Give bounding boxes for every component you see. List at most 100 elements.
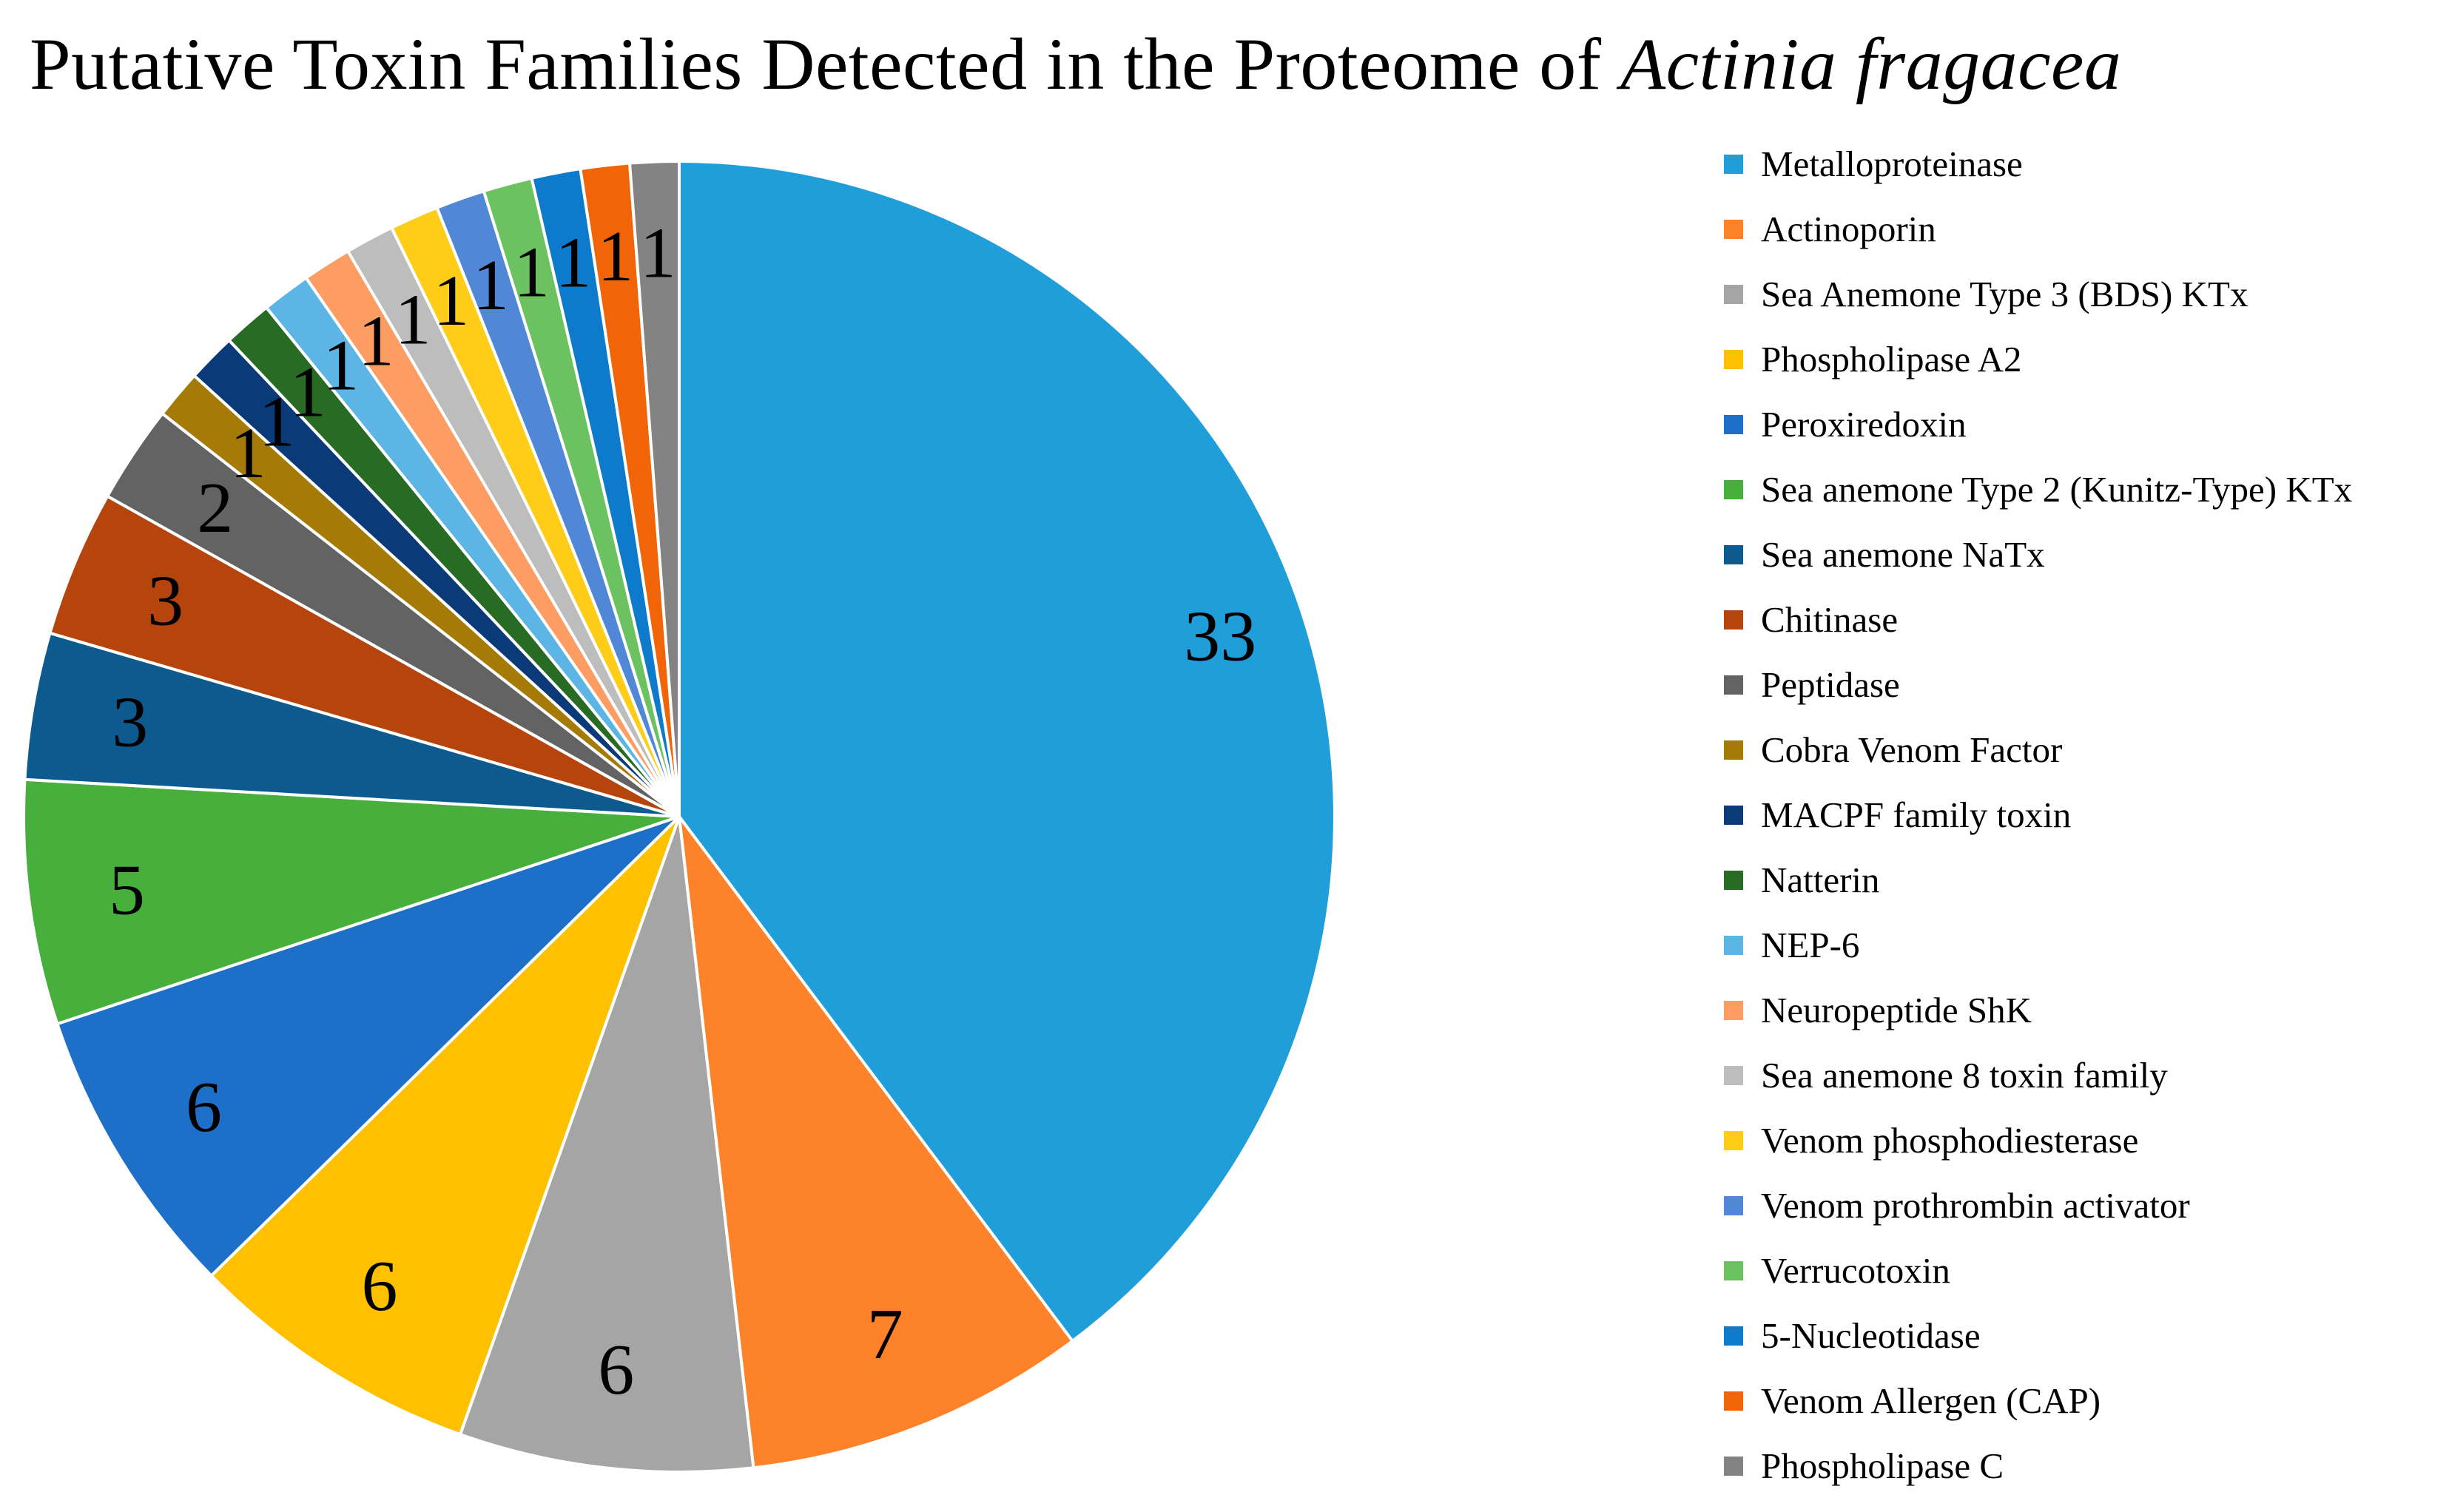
legend-label: Cobra Venom Factor [1761,729,2063,770]
legend-item-sea-anemone-type-2-kunitz-type-ktx: Sea anemone Type 2 (Kunitz-Type) KTx [1724,457,2442,522]
pie-slice-chitinase [48,494,681,818]
legend-swatch [1724,610,1743,630]
data-label-venom-phosphodiesterase: 1 [433,261,469,341]
legend-swatch [1724,415,1743,434]
pie-slice-phospholipase-a2 [209,815,681,1437]
legend-item-verrucotoxin: Verrucotoxin [1724,1238,2442,1303]
data-label-peroxiredoxin: 6 [186,1067,222,1147]
data-label-actinoporin: 7 [867,1295,903,1374]
legend-item-5-nucleotidase: 5-Nucleotidase [1724,1303,2442,1368]
data-label-venom-prothrombin-activator: 1 [473,246,509,325]
legend-item-sea-anemone-8-toxin-family: Sea anemone 8 toxin family [1724,1043,2442,1108]
data-label-macpf-family-toxin: 1 [259,382,295,462]
legend-item-venom-prothrombin-activator: Venom prothrombin activator [1724,1173,2442,1238]
legend-label: Sea anemone Type 2 (Kunitz-Type) KTx [1761,469,2353,510]
legend-item-metalloproteinase: Metalloproteinase [1724,132,2442,197]
legend-item-sea-anemone-type-3-bds-ktx: Sea Anemone Type 3 (BDS) KTx [1724,262,2442,327]
legend-label: Metalloproteinase [1761,144,2023,184]
data-label-nep-6: 1 [323,325,359,405]
legend-item-chitinase: Chitinase [1724,587,2442,652]
pie-slices [22,160,1336,1474]
legend-item-sea-anemone-natx: Sea anemone NaTx [1724,522,2442,587]
pie-slice-sea-anemone-type-2-kunitz-type-ktx [22,777,681,1026]
legend-label: Phospholipase A2 [1761,339,2022,379]
legend-item-venom-phosphodiesterase: Venom phosphodiesterase [1724,1108,2442,1173]
legend-swatch [1724,806,1743,825]
chart-title: Putative Toxin Families Detected in the … [30,9,2442,120]
data-label-venom-allergen-cap: 1 [597,217,633,297]
legend-swatch [1724,740,1743,760]
legend-swatch [1724,480,1743,499]
legend-item-nep-6: NEP-6 [1724,913,2442,978]
legend-swatch [1724,1261,1743,1280]
pie-slice-actinoporin [678,815,1074,1470]
legend-item-phospholipase-c: Phospholipase C [1724,1434,2442,1499]
legend-label: Venom Allergen (CAP) [1761,1380,2101,1421]
legend-label: Actinoporin [1761,209,1936,249]
legend-swatch [1724,1131,1743,1150]
pie-slice-peroxiredoxin [55,815,681,1278]
data-label-peptidase: 2 [197,468,233,548]
data-label-neuropeptide-shk: 1 [358,302,394,382]
legend-label: Sea anemone NaTx [1761,534,2045,575]
legend-label: Natterin [1761,860,1880,900]
chart-title-text: Putative Toxin Families Detected in the … [30,23,1602,105]
legend-swatch [1724,1457,1743,1476]
legend-label: Peptidase [1761,664,1900,705]
legend-swatch [1724,675,1743,695]
chart-legend: Metalloproteinase Actinoporin Sea Anemone … [1724,132,2442,1499]
chart-title-species: Actinia fragacea [1620,23,2122,105]
legend-item-venom-allergen-cap: Venom Allergen (CAP) [1724,1368,2442,1434]
legend-label: Chitinase [1761,599,1899,640]
data-label-cobra-venom-factor: 1 [230,414,266,493]
legend-swatch [1724,871,1743,890]
legend-swatch [1724,155,1743,174]
legend-item-cobra-venom-factor: Cobra Venom Factor [1724,718,2442,783]
legend-swatch [1724,1326,1743,1346]
pie-slice-metalloproteinase [678,160,1336,1343]
legend-swatch [1724,1066,1743,1085]
legend-swatch [1724,220,1743,239]
data-label-sea-anemone-type-2-kunitz-type-ktx: 5 [109,851,145,931]
legend-swatch [1724,285,1743,304]
legend-item-phospholipase-a2: Phospholipase A2 [1724,327,2442,392]
legend-item-peroxiredoxin: Peroxiredoxin [1724,392,2442,457]
data-label-verrucotoxin: 1 [513,233,550,313]
pie-slice-sea-anemone-type-3-bds-ktx [458,815,755,1474]
legend-item-neuropeptide-shk: Neuropeptide ShK [1724,978,2442,1043]
data-label-sea-anemone-8-toxin-family: 1 [395,280,431,360]
data-label-phospholipase-c: 1 [640,214,676,294]
legend-item-actinoporin: Actinoporin [1724,197,2442,262]
data-label-metalloproteinase: 33 [1184,596,1256,676]
legend-item-peptidase: Peptidase [1724,652,2442,718]
legend-item-natterin: Natterin [1724,848,2442,913]
data-label-sea-anemone-natx: 3 [112,682,148,762]
legend-swatch [1724,1196,1743,1215]
legend-swatch [1724,1391,1743,1411]
legend-swatch [1724,936,1743,955]
legend-swatch [1724,350,1743,369]
data-label-phospholipase-a2: 6 [362,1246,398,1326]
pie-slice-phospholipase-c [627,160,681,818]
legend-label: Phospholipase C [1761,1445,2004,1486]
data-label-chitinase: 3 [147,561,183,641]
legend-label: NEP-6 [1761,925,1860,965]
legend-label: 5-Nucleotidase [1761,1315,1981,1356]
data-label-5-nucleotidase: 1 [555,223,591,303]
legend-swatch [1724,545,1743,564]
data-label-sea-anemone-type-3-bds-ktx: 6 [598,1330,634,1410]
data-label-natterin: 1 [290,353,326,433]
legend-swatch [1724,1001,1743,1020]
legend-label: Peroxiredoxin [1761,404,1967,445]
legend-item-macpf-family-toxin: MACPF family toxin [1724,783,2442,848]
legend-label: Sea Anemone Type 3 (BDS) KTx [1761,274,2248,314]
legend-label: Neuropeptide ShK [1761,990,2032,1030]
legend-label: Venom prothrombin activator [1761,1185,2190,1226]
pie-slice-sea-anemone-natx [23,631,681,818]
legend-label: Verrucotoxin [1761,1250,1950,1291]
legend-label: Sea anemone 8 toxin family [1761,1055,2168,1096]
legend-label: Venom phosphodiesterase [1761,1120,2139,1161]
legend-label: MACPF family toxin [1761,794,2072,835]
